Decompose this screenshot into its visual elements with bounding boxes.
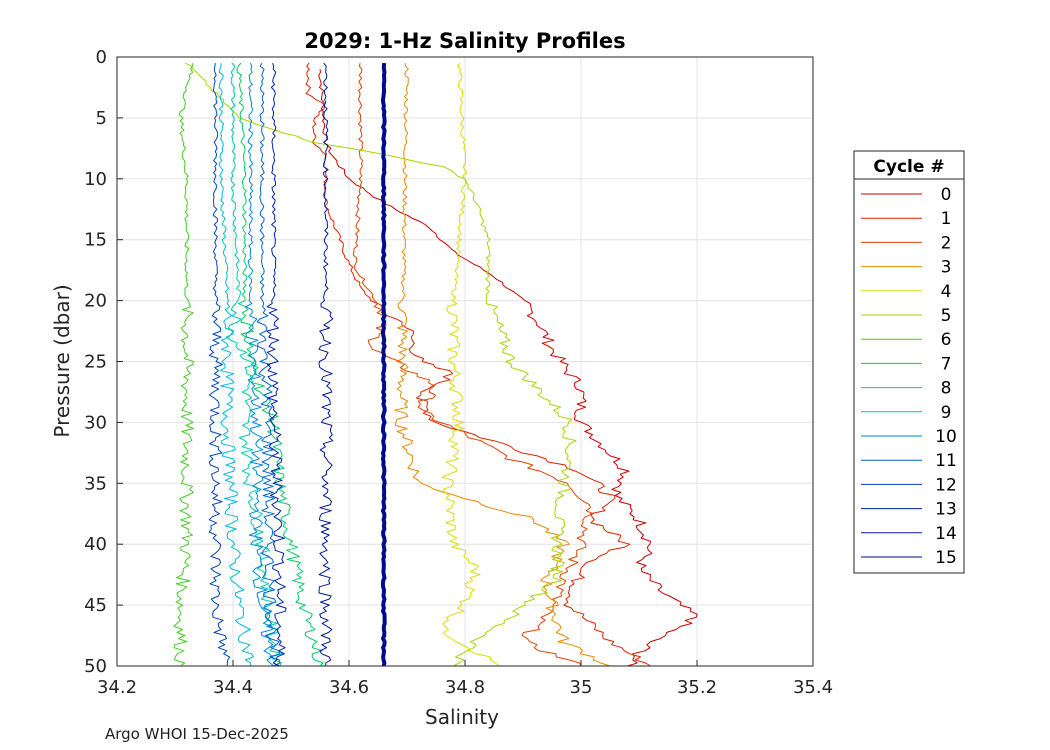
y-tick-label: 20 — [84, 291, 107, 312]
profile-line-cycle-2 — [352, 62, 594, 667]
legend-label: 12 — [935, 475, 957, 495]
profile-line-cycle-11 — [256, 62, 281, 667]
y-tick-label: 0 — [96, 47, 107, 68]
x-tick-label: 34.4 — [213, 677, 253, 698]
legend-label: 5 — [941, 306, 952, 326]
legend-label: 8 — [941, 379, 952, 399]
legend-item-cycle-9: 9 — [861, 403, 951, 423]
legend-label: 4 — [941, 282, 952, 302]
legend-item-cycle-5: 5 — [861, 306, 951, 326]
profile-line-cycle-3 — [394, 63, 611, 667]
x-tick-label: 35.4 — [793, 677, 833, 698]
profile-line-cycle-12 — [208, 63, 231, 667]
x-axis-label: Salinity — [425, 705, 499, 729]
x-tick-label: 35 — [570, 677, 593, 698]
legend-item-cycle-1: 1 — [861, 209, 951, 229]
y-tick-label: 25 — [84, 352, 107, 373]
profile-line-cycle-1 — [305, 62, 651, 667]
profile-line-cycle-10 — [245, 62, 274, 667]
legend-label: 14 — [935, 524, 957, 544]
legend-item-cycle-15: 15 — [861, 548, 957, 568]
profile-lines — [173, 62, 698, 667]
profile-line-cycle-6 — [173, 63, 194, 667]
y-tick-label: 45 — [84, 595, 107, 616]
y-tick-label: 10 — [84, 169, 107, 190]
y-tick-label: 50 — [84, 656, 107, 677]
legend-box — [853, 150, 965, 574]
x-tick-label: 34.2 — [97, 677, 137, 698]
legend-item-cycle-7: 7 — [861, 354, 951, 374]
x-tick-label: 35.2 — [677, 677, 717, 698]
profile-line-cycle-15 — [380, 62, 387, 667]
legend-item-cycle-6: 6 — [861, 330, 951, 350]
profile-line-cycle-9 — [218, 63, 254, 666]
legend-item-cycle-14: 14 — [861, 524, 957, 544]
x-axis-ticks: 34.2 34.4 34.6 34.8 35 35.2 35.4 — [97, 660, 833, 698]
y-tick-label: 35 — [84, 473, 107, 494]
y-tick-label: 5 — [96, 108, 107, 129]
legend-item-cycle-3: 3 — [861, 258, 951, 278]
y-tick-label: 40 — [84, 534, 107, 555]
x-tick-label: 34.8 — [445, 677, 485, 698]
y-axis-label: Pressure (dbar) — [50, 284, 74, 437]
legend-label: 0 — [941, 185, 952, 205]
profile-line-cycle-5 — [184, 62, 577, 667]
legend-item-cycle-12: 12 — [861, 475, 957, 495]
profile-line-cycle-4 — [441, 62, 501, 667]
x-tick-label: 34.6 — [329, 677, 369, 698]
legend-label: 3 — [941, 258, 952, 278]
legend-label: 2 — [941, 233, 952, 253]
legend-item-cycle-4: 4 — [861, 282, 951, 302]
legend-label: 9 — [941, 403, 952, 423]
profile-line-cycle-14 — [318, 62, 334, 667]
legend-title: Cycle # — [873, 157, 944, 177]
legend-item-cycle-10: 10 — [861, 427, 957, 447]
legend-item-cycle-2: 2 — [861, 233, 951, 253]
legend-label: 10 — [935, 427, 957, 447]
legend-label: 13 — [935, 500, 957, 520]
y-axis-ticks: 0 5 10 15 20 25 30 35 40 45 50 — [84, 47, 123, 677]
profile-line-cycle-13 — [266, 62, 287, 667]
profile-line-cycle-0 — [318, 69, 698, 667]
y-tick-label: 30 — [84, 412, 107, 433]
y-tick-label: 15 — [84, 230, 107, 251]
legend-label: 11 — [935, 451, 957, 471]
chart-title: 2029: 1-Hz Salinity Profiles — [304, 29, 625, 53]
legend-label: 7 — [941, 354, 952, 374]
profile-line-cycle-8 — [225, 62, 284, 667]
legend-item-cycle-0: 0 — [861, 185, 951, 205]
legend-label: 6 — [941, 330, 952, 350]
legend-item-cycle-11: 11 — [861, 451, 957, 471]
legend-item-cycle-8: 8 — [861, 379, 951, 399]
legend-item-cycle-13: 13 — [861, 500, 957, 520]
profile-line-cycle-7 — [236, 62, 324, 667]
footer-credit: Argo WHOI 15-Dec-2025 — [105, 725, 289, 743]
legend-label: 1 — [941, 209, 952, 229]
legend-label: 15 — [935, 548, 957, 568]
